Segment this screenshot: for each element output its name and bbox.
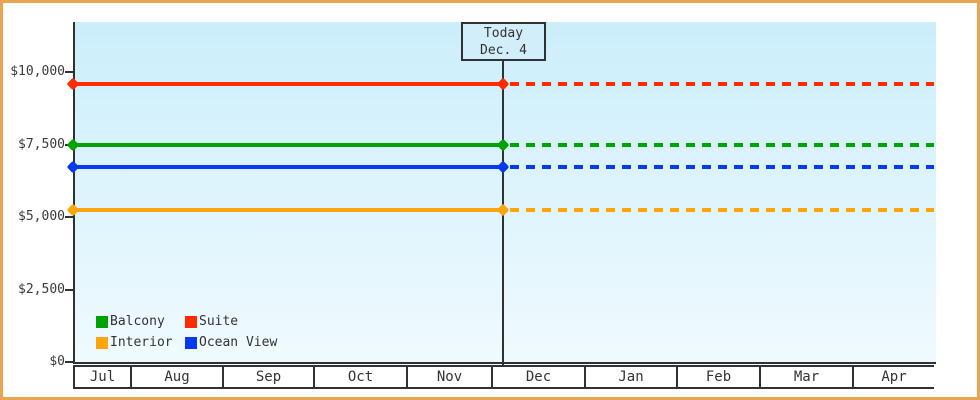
month-cell-jan: Jan — [586, 367, 678, 387]
x-axis-month-band: Jul Aug Sep Oct Nov Dec Jan Feb Mar Apr — [73, 365, 934, 389]
today-annotation-title: Today — [483, 26, 524, 41]
legend-label: Interior — [110, 335, 173, 350]
month-cell-sep: Sep — [224, 367, 315, 387]
legend-swatch-balcony — [96, 315, 108, 328]
series-line-dashed-balcony — [510, 142, 934, 147]
month-cell-aug: Aug — [132, 367, 224, 387]
series-line-dashed-interior — [510, 208, 934, 212]
month-cell-oct: Oct — [315, 367, 408, 387]
month-cell-mar: Mar — [761, 367, 854, 387]
series-line-solid-interior — [74, 208, 503, 212]
legend-label: Suite — [199, 314, 239, 329]
legend-swatch-ocean-view — [185, 336, 197, 349]
legend-swatch-suite — [185, 315, 197, 328]
legend-item-ocean-view: Ocean View — [185, 335, 277, 350]
y-tick-mark — [65, 216, 73, 219]
month-cell-dec: Dec — [493, 367, 586, 387]
series-line-solid-suite — [74, 82, 503, 87]
legend-item-balcony: Balcony — [96, 314, 185, 329]
month-cell-feb: Feb — [678, 367, 761, 387]
y-tick-label: $10,000 — [10, 64, 65, 80]
legend-swatch-interior — [96, 336, 108, 349]
y-tick-mark — [65, 288, 73, 291]
y-tick-mark — [65, 71, 73, 74]
y-tick-label: $5,000 — [18, 209, 65, 225]
today-annotation-date: Dec. 4 — [480, 43, 527, 58]
legend: Balcony Suite Interior Ocean View — [96, 314, 277, 350]
month-cell-jul: Jul — [75, 367, 132, 387]
legend-label: Ocean View — [199, 335, 278, 350]
y-tick-label: $0 — [49, 354, 65, 369]
month-cell-apr: Apr — [881, 369, 907, 385]
y-tick-label: $2,500 — [18, 281, 65, 297]
series-line-dashed-ocean-view — [510, 164, 934, 169]
today-annotation-box: Today Dec. 4 — [461, 22, 546, 61]
series-line-dashed-suite — [510, 82, 934, 87]
legend-label: Balcony — [110, 314, 165, 329]
series-line-solid-balcony — [74, 142, 503, 147]
y-tick-label: $7,500 — [18, 136, 65, 152]
month-cell-nov: Nov — [408, 367, 493, 387]
legend-item-interior: Interior — [96, 335, 185, 350]
plot-area — [73, 22, 936, 364]
y-tick-mark — [65, 361, 73, 363]
series-line-solid-ocean-view — [74, 164, 503, 169]
legend-item-suite: Suite — [185, 314, 277, 329]
